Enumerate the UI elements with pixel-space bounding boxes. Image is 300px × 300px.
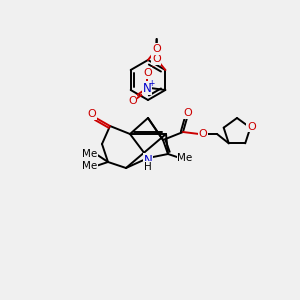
Text: Me: Me <box>82 161 98 171</box>
Text: +: + <box>148 79 154 88</box>
Text: N: N <box>144 154 152 166</box>
Text: O: O <box>184 108 192 118</box>
Text: O: O <box>143 68 152 78</box>
Text: H: H <box>144 162 152 172</box>
Text: ⁻: ⁻ <box>150 64 155 74</box>
Text: O: O <box>153 44 161 54</box>
Text: N: N <box>143 82 152 94</box>
Text: O: O <box>128 96 137 106</box>
Text: Me: Me <box>177 153 193 163</box>
Text: O: O <box>88 109 96 119</box>
Text: Me: Me <box>82 149 98 159</box>
Text: O: O <box>199 129 207 139</box>
Text: O: O <box>152 54 161 64</box>
Text: O: O <box>247 122 256 132</box>
